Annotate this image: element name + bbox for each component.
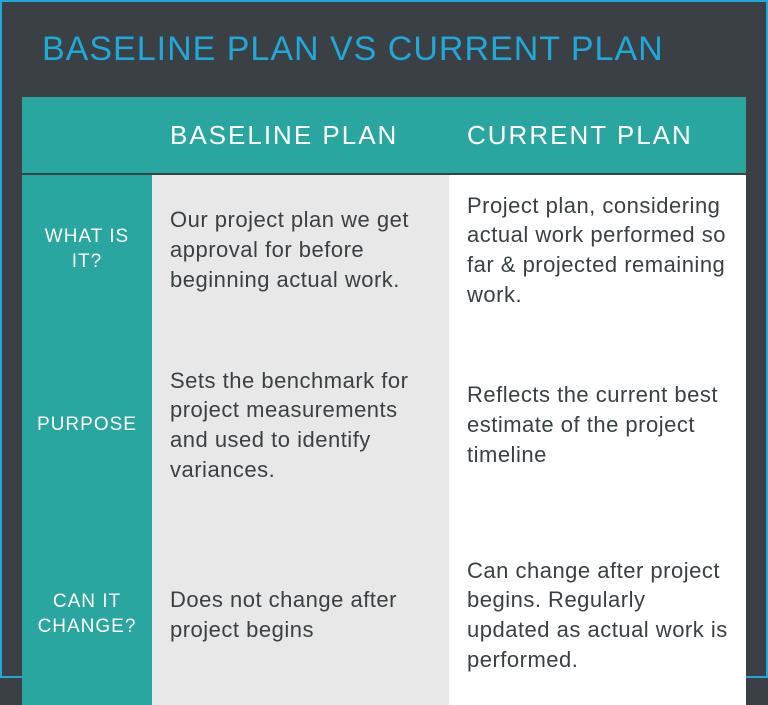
row-label-what: WHAT IS IT? [22, 175, 152, 325]
row-label-change: CAN IT CHANGE? [22, 525, 152, 705]
baseline-column: Our project plan we get approval for bef… [152, 175, 449, 705]
cell-baseline-purpose: Sets the benchmark for project measureme… [152, 325, 449, 525]
table-header-row: BASELINE PLAN CURRENT PLAN [22, 97, 746, 173]
row-label-column: WHAT IS IT? PURPOSE CAN IT CHANGE? [22, 175, 152, 705]
cell-baseline-change: Does not change after project begins [152, 525, 449, 705]
column-header-baseline: BASELINE PLAN [152, 120, 449, 151]
page-title: BASELINE PLAN VS CURRENT PLAN [2, 2, 766, 97]
cell-current-what: Project plan, considering actual work pe… [449, 175, 746, 325]
table-body: WHAT IS IT? PURPOSE CAN IT CHANGE? Our p… [22, 173, 746, 705]
column-header-current: CURRENT PLAN [449, 120, 746, 151]
comparison-table: BASELINE PLAN CURRENT PLAN WHAT IS IT? P… [22, 97, 746, 705]
cell-current-change: Can change after project begins. Regular… [449, 525, 746, 705]
cell-baseline-what: Our project plan we get approval for bef… [152, 175, 449, 325]
row-label-purpose: PURPOSE [22, 325, 152, 525]
cell-current-purpose: Reflects the current best estimate of th… [449, 325, 746, 525]
current-column: Project plan, considering actual work pe… [449, 175, 746, 705]
